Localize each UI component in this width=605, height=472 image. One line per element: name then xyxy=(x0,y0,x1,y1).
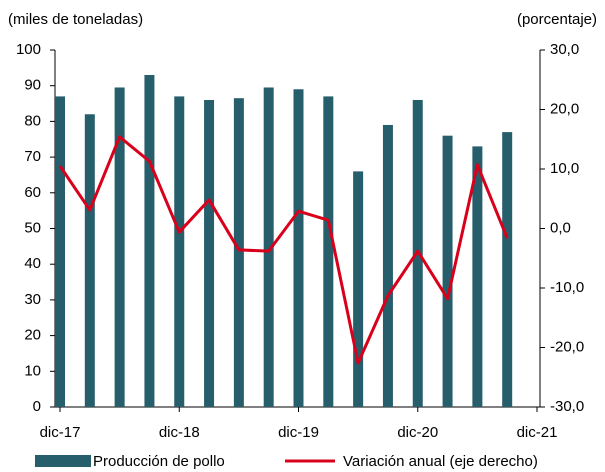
bar xyxy=(233,98,244,407)
y-tick-label: 20 xyxy=(24,327,41,344)
y-tick-label: 70 xyxy=(24,148,41,165)
y-axis-label: (miles de toneladas) xyxy=(8,11,143,28)
bar xyxy=(353,171,364,407)
bar xyxy=(472,146,483,407)
bar xyxy=(442,135,453,407)
y2-tick-label: 0,0 xyxy=(550,219,571,236)
bar xyxy=(263,87,274,408)
y2-tick-label: 20,0 xyxy=(550,100,579,117)
y-tick-label: 50 xyxy=(24,219,41,236)
x-tick-label: dic-20 xyxy=(397,424,438,441)
y2-tick-label: -20,0 xyxy=(550,338,584,355)
y-tick-label: 90 xyxy=(24,77,41,94)
y2-axis-label: (porcentaje) xyxy=(517,11,597,28)
y2-tick-label: -30,0 xyxy=(550,398,584,415)
bar xyxy=(204,99,215,407)
x-tick-label: dic-21 xyxy=(517,424,558,441)
y-tick-label: 60 xyxy=(24,184,41,201)
y-tick-label: 40 xyxy=(24,255,41,272)
bar xyxy=(144,74,155,408)
bar xyxy=(323,96,334,407)
y2-tick-label: 30,0 xyxy=(550,41,579,58)
bar xyxy=(55,96,65,407)
line xyxy=(58,135,509,365)
x-tick-label: dic-18 xyxy=(159,424,200,441)
y-tick-label: 30 xyxy=(24,291,41,308)
y-tick-label: 100 xyxy=(16,41,41,58)
y-tick-label: 10 xyxy=(24,362,41,379)
y2-tick-label: 10,0 xyxy=(550,160,579,177)
bar xyxy=(382,124,393,407)
bar xyxy=(502,132,513,408)
bar xyxy=(293,89,304,408)
y-tick-label: 80 xyxy=(24,112,41,129)
x-tick-label: dic-19 xyxy=(278,424,319,441)
bar xyxy=(174,96,185,407)
bar xyxy=(84,114,95,407)
y2-tick-label: -10,0 xyxy=(550,279,584,296)
y-tick-label: 0 xyxy=(33,398,41,415)
x-tick-label: dic-17 xyxy=(40,424,81,441)
legend-label: Variación anual (eje derecho) xyxy=(343,453,538,470)
bar xyxy=(114,87,125,408)
legend-swatch xyxy=(35,455,91,467)
legend-label: Producción de pollo xyxy=(93,453,225,470)
